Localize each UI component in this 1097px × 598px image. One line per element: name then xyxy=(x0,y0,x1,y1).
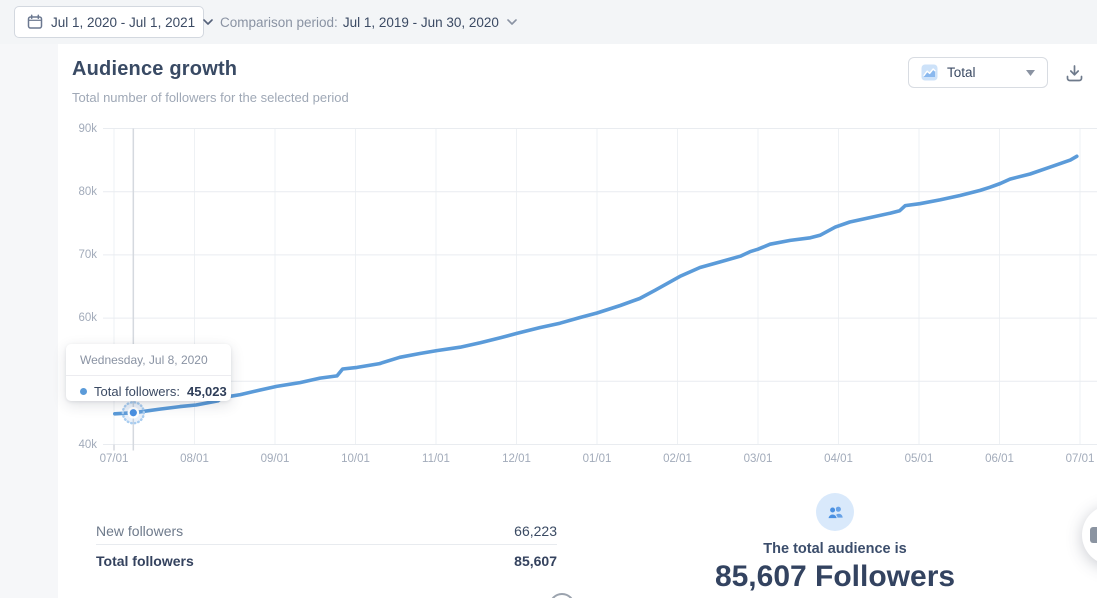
floating-action-button[interactable] xyxy=(1082,505,1097,565)
audience-total-summary: The total audience is 85,607 Followers xyxy=(700,493,970,594)
page-title: Audience growth xyxy=(72,58,238,80)
chevron-down-icon xyxy=(1026,69,1035,76)
total-followers-value: 85,607 xyxy=(514,553,557,569)
top-bar: Jul 1, 2020 - Jul 1, 2021 Comparison per… xyxy=(0,0,1097,44)
page-subtitle: Total number of followers for the select… xyxy=(72,90,349,105)
table-row: Total followers 85,607 xyxy=(96,545,557,577)
chevron-down-icon xyxy=(203,19,213,25)
followers-summary-table: New followers 66,223 Total followers 85,… xyxy=(96,518,557,577)
comparison-period-value: Jul 1, 2019 - Jun 30, 2020 xyxy=(342,14,499,30)
date-range-label: Jul 1, 2020 - Jul 1, 2021 xyxy=(51,14,196,30)
audience-total-count: 85,607 Followers xyxy=(714,560,956,593)
total-followers-label: Total followers xyxy=(96,553,194,569)
new-followers-value: 66,223 xyxy=(514,523,557,539)
floating-button-icon xyxy=(1090,527,1097,543)
comparison-period[interactable]: Comparison period: Jul 1, 2019 - Jun 30,… xyxy=(220,0,517,44)
users-icon xyxy=(826,504,845,521)
audience-summary-caption: The total audience is xyxy=(763,541,907,557)
chart-tooltip: Wednesday, Jul 8, 2020 Total followers: … xyxy=(66,344,231,401)
tooltip-value: 45,023 xyxy=(186,384,227,399)
chevron-down-icon xyxy=(507,19,517,25)
metric-select-value: Total xyxy=(947,65,976,80)
calendar-icon xyxy=(27,14,43,30)
comparison-period-label: Comparison period: xyxy=(220,14,338,30)
series-dot-icon xyxy=(80,388,87,395)
table-divider xyxy=(96,544,557,545)
audience-badge xyxy=(816,493,854,531)
left-rail xyxy=(0,44,58,598)
area-chart-icon xyxy=(921,64,938,81)
table-row: New followers 66,223 xyxy=(96,518,557,544)
tooltip-series-label: Total followers: xyxy=(94,384,180,399)
tooltip-date: Wednesday, Jul 8, 2020 xyxy=(80,353,208,367)
download-icon xyxy=(1065,64,1084,83)
download-button[interactable] xyxy=(1062,61,1086,85)
new-followers-label: New followers xyxy=(96,523,184,539)
date-range-picker[interactable]: Jul 1, 2020 - Jul 1, 2021 xyxy=(14,6,213,38)
metric-select[interactable]: Total xyxy=(908,57,1048,88)
